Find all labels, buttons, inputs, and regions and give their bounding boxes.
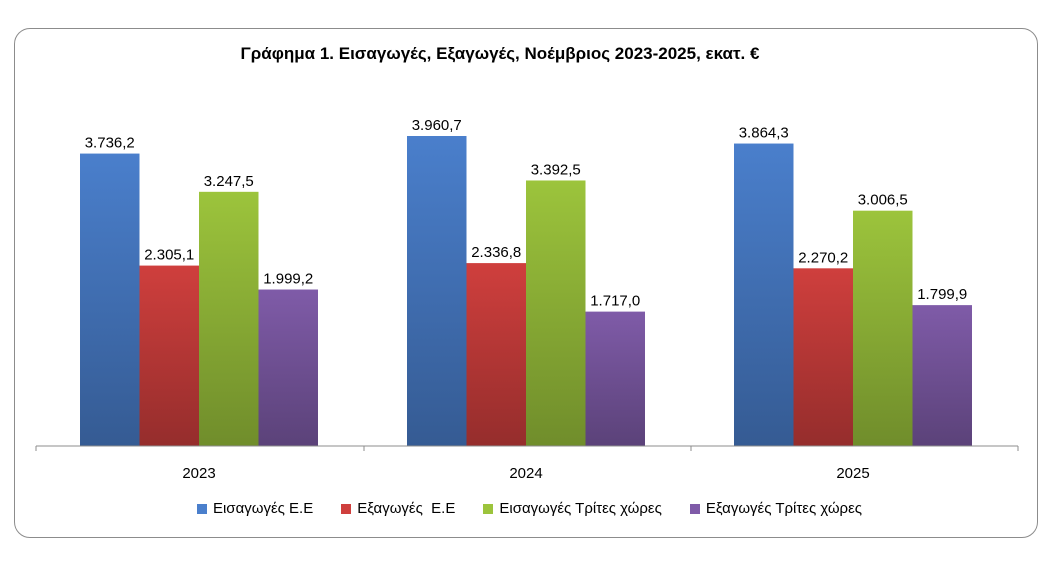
bar-2023-series-1 [80,153,140,446]
data-label-2025-series-4: 1.799,9 [917,286,967,303]
data-label-2024-series-3: 3.392,5 [531,161,581,178]
data-label-2024-series-4: 1.717,0 [590,293,640,310]
bar-2024-series-4 [585,311,645,446]
data-label-2025-series-2: 2.270,2 [798,249,848,266]
data-label-2023-series-1: 3.736,2 [85,135,135,152]
data-label-2024-series-1: 3.960,7 [412,117,462,134]
bar-2025-series-4 [912,305,972,446]
bar-2024-series-1 [407,136,467,446]
bar-2025-series-3 [853,210,913,446]
legend-item-series-1: Εισαγωγές Ε.Ε [196,500,314,517]
legend-item-series-4: Εξαγωγές Τρίτες χώρες [689,500,863,517]
legend-label: Εισαγωγές Τρίτες χώρες [499,500,662,517]
legend-label: Εξαγωγές Ε.Ε [357,500,456,517]
bar-2023-series-4 [258,289,318,446]
data-label-2023-series-3: 3.247,5 [204,173,254,190]
legend-label: Εξαγωγές Τρίτες χώρες [705,500,863,517]
data-label-2024-series-2: 2.336,8 [471,244,521,261]
legend-swatch [483,503,494,514]
bar-2023-series-3 [199,191,259,446]
x-tick-label-2023: 2023 [182,465,215,482]
bar-2023-series-2 [139,265,199,446]
x-tick-label-2025: 2025 [836,465,869,482]
bar-2024-series-2 [466,263,526,446]
data-label-2023-series-4: 1.999,2 [263,271,313,288]
data-label-2025-series-1: 3.864,3 [739,125,789,142]
legend-item-series-2: Εξαγωγές Ε.Ε [341,500,455,517]
chart-title: Γράφημα 1. Εισαγωγές, Εξαγωγές, Νοέμβριο… [240,44,760,63]
legend-label: Εισαγωγές Ε.Ε [212,500,314,517]
legend-item-series-3: Εισαγωγές Τρίτες χώρες [483,500,662,517]
bar-2024-series-3 [526,180,586,446]
legend-swatch [341,503,352,514]
bar-2025-series-1 [734,143,794,446]
bar-2025-series-2 [793,268,853,446]
data-label-2023-series-2: 2.305,1 [144,247,194,264]
data-label-2025-series-3: 3.006,5 [858,192,908,209]
legend-swatch [689,503,700,514]
x-tick-label-2024: 2024 [509,465,542,482]
legend: Εισαγωγές Ε.Ε Εξαγωγές Ε.Ε Εισαγωγές Τρίτε… [0,500,1059,517]
legend-swatch [196,503,207,514]
